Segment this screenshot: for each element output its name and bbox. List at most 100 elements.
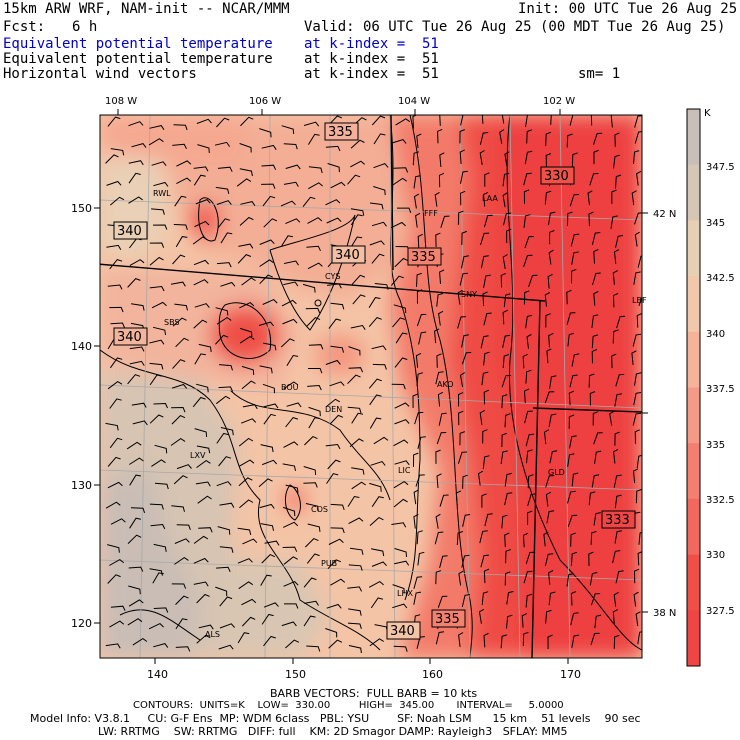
- wind-barb: [107, 481, 123, 489]
- station-labels: RWL FFF LAA LBF CYS SNY SBS AKO BOU DEN …: [153, 189, 647, 639]
- wind-barb: [393, 645, 408, 652]
- y-tick-150: 150: [71, 202, 92, 215]
- svg-text:335: 335: [411, 250, 436, 265]
- wind-barb: [127, 278, 141, 288]
- wind-barb: [325, 145, 341, 152]
- wind-barb: [107, 574, 121, 584]
- wind-barb: [570, 532, 576, 547]
- x-tick-150: 150: [285, 668, 306, 681]
- wind-barb: [219, 596, 233, 607]
- wind-barb: [481, 115, 484, 124]
- wind-barb: [241, 418, 257, 424]
- contour-label-5: 335: [407, 247, 442, 266]
- wind-barb: [325, 398, 341, 408]
- wind-barb: [262, 195, 276, 207]
- wind-barb: [480, 255, 489, 269]
- wind-barb: [523, 172, 532, 186]
- wind-barb: [544, 292, 551, 307]
- wind-barb: [372, 363, 387, 370]
- wind-barb: [239, 143, 252, 153]
- wind-barb: [393, 304, 407, 314]
- wind-barb: [612, 329, 619, 344]
- contour-label-6: 340: [113, 327, 148, 346]
- wind-barb: [439, 494, 449, 507]
- wind-barb: [175, 618, 188, 630]
- wind-barb: [414, 411, 424, 425]
- wind-barb: [523, 570, 533, 584]
- lon-label-104w: 104 W: [398, 96, 430, 107]
- wind-barb: [348, 517, 364, 525]
- x-tick-140: 140: [147, 668, 168, 681]
- wind-barb: [326, 473, 339, 484]
- wind-barb: [193, 174, 206, 186]
- wind-barb: [109, 558, 125, 566]
- wind-barb: [638, 531, 642, 545]
- wind-barb: [569, 115, 574, 126]
- wind-barb: [569, 194, 580, 207]
- wind-barb: [132, 637, 148, 646]
- wind-barb: [303, 482, 318, 488]
- wind-barb: [303, 615, 316, 627]
- wind-barb: [308, 368, 323, 374]
- station-bou: BOU: [281, 383, 299, 392]
- wind-barb: [282, 318, 298, 325]
- wind-barb: [238, 477, 253, 487]
- wind-barb: [131, 402, 147, 408]
- wind-barb: [483, 389, 489, 405]
- wind-barb: [483, 312, 492, 326]
- wind-barb: [570, 551, 578, 566]
- wind-barb: [413, 175, 421, 189]
- wind-barb: [548, 591, 556, 606]
- wind-barb: [633, 568, 640, 584]
- wind-barb: [545, 609, 552, 624]
- wind-barb: [588, 211, 594, 227]
- wind-barb: [107, 544, 120, 553]
- wind-barb: [483, 274, 491, 288]
- wind-barb: [461, 334, 469, 348]
- wind-barb: [192, 236, 208, 245]
- wind-barb: [459, 129, 465, 144]
- wind-barb: [571, 634, 579, 648]
- wind-barb: [416, 289, 423, 304]
- station-marker: [314, 299, 322, 307]
- wind-barb: [369, 202, 384, 210]
- wind-barb: [526, 129, 533, 144]
- wind-barb: [239, 459, 255, 467]
- wind-barb: [128, 566, 144, 572]
- svg-text:335: 335: [328, 125, 353, 140]
- wind-barb: [351, 467, 365, 475]
- physics-info: LW: RRTMG SW: RRTMG DIFF: full KM: 2D Sm…: [98, 725, 568, 738]
- wind-barb: [151, 208, 165, 215]
- wind-barb: [528, 274, 538, 287]
- wind-barb: [325, 359, 341, 365]
- wind-barb: [369, 482, 382, 492]
- barb-vectors-note: BARB VECTORS: FULL BARB = 10 kts: [270, 687, 478, 700]
- wind-barb: [148, 138, 164, 146]
- wind-barb: [460, 115, 464, 126]
- lat-label-42n: 42 N: [653, 209, 676, 220]
- fcst-label: Fcst:: [3, 19, 46, 35]
- wind-barb: [416, 133, 422, 149]
- wind-barb: [483, 351, 490, 366]
- station-als: ALS: [205, 630, 220, 639]
- wind-barb: [306, 553, 320, 564]
- wind-barb: [635, 611, 641, 627]
- wind-barb: [110, 148, 125, 156]
- wind-barb: [261, 164, 277, 170]
- colorbar-label-340: 340: [706, 329, 725, 340]
- wind-barb: [461, 230, 467, 246]
- wind-barb: [459, 272, 468, 286]
- wind-barb: [351, 481, 366, 490]
- wind-barb: [373, 133, 386, 145]
- wind-barb: [149, 374, 163, 386]
- wind-barb: [305, 307, 321, 314]
- wind-barb: [105, 154, 119, 164]
- wind-barb: [304, 538, 319, 548]
- wind-barb: [412, 393, 418, 409]
- wind-barb: [506, 614, 513, 629]
- colorbar-label-345: 345: [706, 218, 725, 229]
- wind-barb: [504, 413, 511, 428]
- wind-barb: [614, 431, 620, 446]
- wind-barb: [306, 245, 321, 252]
- wind-barb: [283, 581, 299, 587]
